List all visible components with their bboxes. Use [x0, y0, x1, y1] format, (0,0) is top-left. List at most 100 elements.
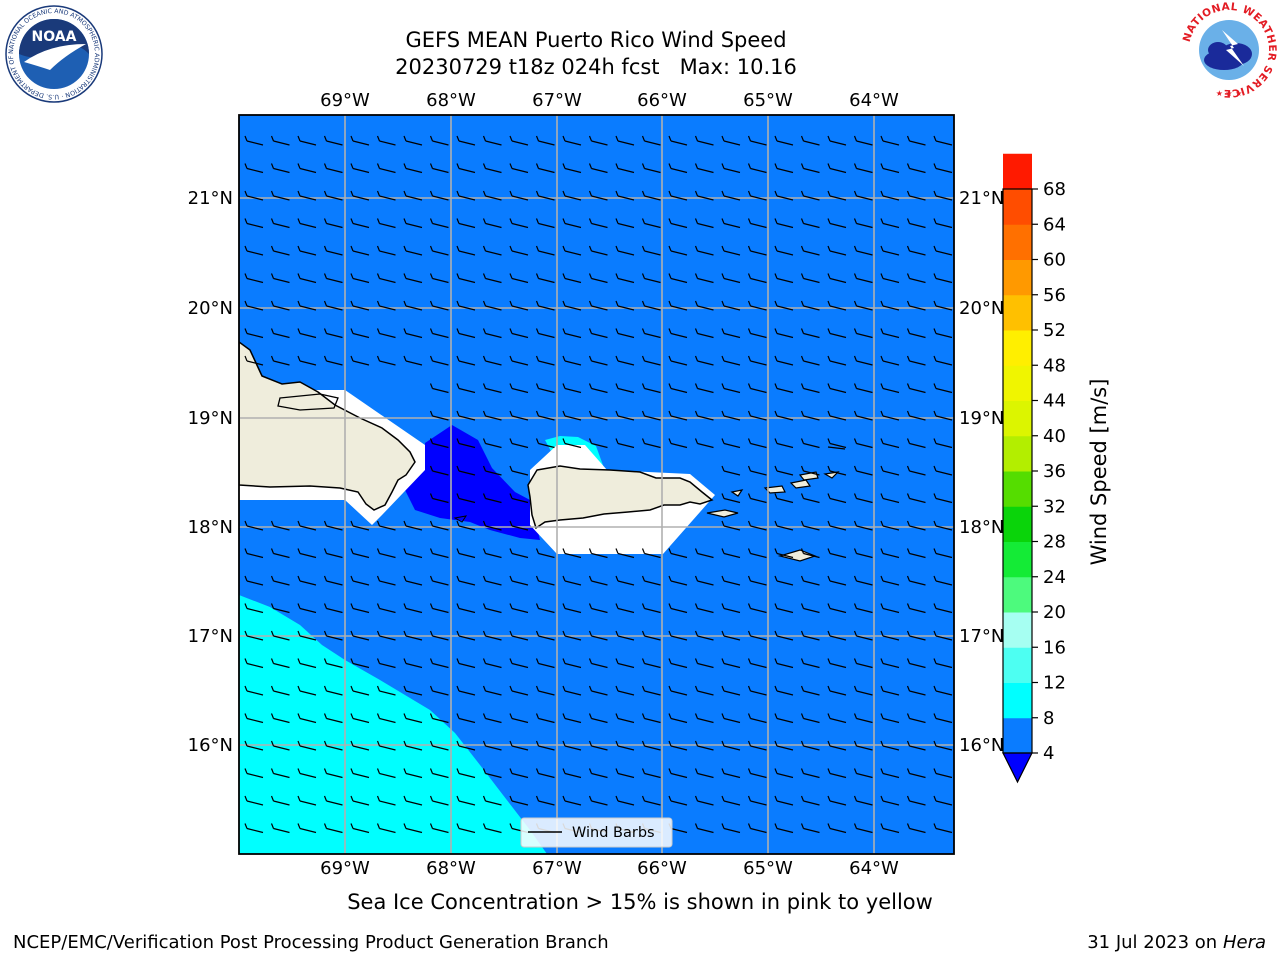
map-area: [239, 115, 954, 854]
wind-barb: [323, 713, 343, 724]
wind-barb: [774, 410, 794, 421]
wind-barb: [933, 603, 953, 614]
wind-barb: [562, 328, 582, 339]
wind-barb: [429, 355, 449, 366]
wind-barb: [668, 630, 688, 641]
wind-barb: [403, 603, 423, 614]
wind-barb: [694, 438, 714, 449]
wind-barb: [323, 300, 343, 311]
wind-barb: [800, 383, 820, 394]
wind-barb: [456, 163, 476, 174]
wind-barb: [588, 713, 608, 724]
wind-barb: [668, 548, 688, 559]
wind-barb: [297, 713, 317, 724]
wind-barb: [933, 383, 953, 394]
wind-barb: [880, 163, 900, 174]
wind-barb: [747, 575, 767, 586]
wind-barb: [588, 190, 608, 201]
wind-barb: [694, 575, 714, 586]
wind-barb: [800, 575, 820, 586]
wind-barb: [297, 740, 317, 751]
wind-barb: [509, 328, 529, 339]
colorbar-extend-triangle: [1002, 752, 1033, 784]
wind-barb: [535, 630, 555, 641]
wind-barb: [933, 713, 953, 724]
wind-barb: [774, 163, 794, 174]
wind-barb: [323, 190, 343, 201]
wind-barb: [933, 135, 953, 146]
wind-barb: [350, 355, 370, 366]
wind-barb: [668, 300, 688, 311]
wind-barb: [350, 658, 370, 669]
wind-barb: [906, 630, 926, 641]
wind-barb: [800, 328, 820, 339]
wind-barb: [747, 823, 767, 834]
wind-barb: [270, 245, 290, 256]
wind-barb: [933, 218, 953, 229]
wind-barb: [270, 135, 290, 146]
wind-barb: [694, 163, 714, 174]
wind-barb: [350, 575, 370, 586]
lat-label: 16°N: [188, 735, 233, 756]
wind-barb: [297, 603, 317, 614]
vieques-island: [706, 509, 739, 518]
wind-barb: [482, 438, 502, 449]
wind-barb: [535, 438, 555, 449]
wind-barb: [244, 768, 264, 779]
wind-barb: [800, 658, 820, 669]
wind-barb: [774, 603, 794, 614]
wind-barb: [376, 685, 396, 696]
wind-barb: [641, 713, 661, 724]
wind-barb: [323, 328, 343, 339]
wind-barb: [376, 740, 396, 751]
wind-barb: [853, 410, 873, 421]
wind-barb: [774, 520, 794, 531]
wind-barb: [880, 355, 900, 366]
wind-barb: [827, 328, 847, 339]
wind-barb: [880, 575, 900, 586]
wind-barb: [376, 328, 396, 339]
wind-barb: [244, 355, 264, 366]
wind-barb: [906, 328, 926, 339]
wind-barb: [297, 630, 317, 641]
wind-barb: [800, 438, 820, 449]
wind-barb: [827, 685, 847, 696]
wind-barb: [588, 795, 608, 806]
wind-barb: [323, 575, 343, 586]
lat-labels-right: 21°N 20°N 19°N 18°N 17°N 16°N: [959, 188, 1004, 756]
wind-barb: [906, 575, 926, 586]
wind-barb: [827, 190, 847, 201]
wind-barb: [429, 630, 449, 641]
wind-barb: [668, 410, 688, 421]
wind-barb: [482, 740, 502, 751]
wind-barb: [933, 273, 953, 284]
wind-barb: [668, 713, 688, 724]
wind-barb: [270, 823, 290, 834]
wind-barb: [482, 520, 502, 531]
wind-barb: [535, 300, 555, 311]
footer-date-text: 31 Jul 2023 on: [1087, 932, 1223, 953]
wind-barb: [668, 245, 688, 256]
wind-barb: [456, 383, 476, 394]
wind-barb: [429, 438, 449, 449]
wind-barb: [853, 438, 873, 449]
wind-barb: [429, 685, 449, 696]
wind-barb: [933, 768, 953, 779]
wind-barb: [827, 355, 847, 366]
wind-barb: [350, 135, 370, 146]
wind-barb: [641, 218, 661, 229]
wind-barb: [880, 713, 900, 724]
wind-barb: [244, 273, 264, 284]
wind-barb: [270, 163, 290, 174]
wind-barb: [641, 300, 661, 311]
wind-barb: [800, 823, 820, 834]
wind-barb: [747, 685, 767, 696]
legend-label: Wind Barbs: [572, 825, 655, 841]
wind-barb: [376, 163, 396, 174]
wind-barb: [588, 300, 608, 311]
wind-barb: [535, 355, 555, 366]
wind-barb: [668, 135, 688, 146]
wind-barb: [641, 603, 661, 614]
wind-barb: [933, 630, 953, 641]
wind-barb: [721, 740, 741, 751]
